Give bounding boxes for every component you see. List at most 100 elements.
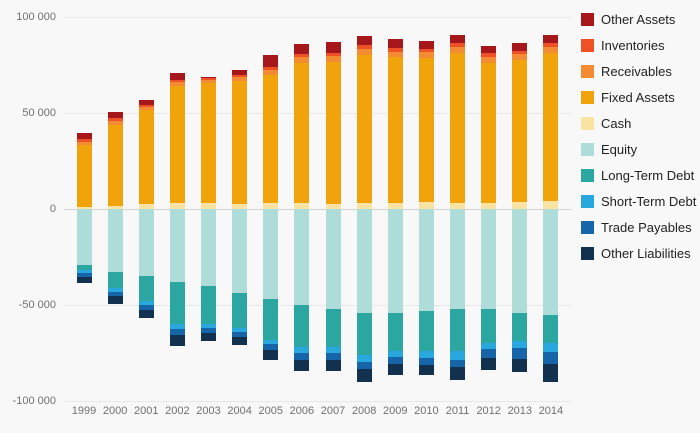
bar-segment-other-assets[interactable] (294, 44, 310, 54)
bar-segment-equity[interactable] (169, 209, 185, 282)
bar-segment-equity[interactable] (481, 209, 497, 309)
bar-segment-inventories[interactable] (76, 139, 92, 142)
bar-segment-cash[interactable] (356, 203, 372, 209)
bar-segment-fixed-assets[interactable] (481, 63, 497, 204)
bar-segment-trade-payables[interactable] (512, 348, 528, 359)
bar-segment-receivables[interactable] (138, 106, 154, 111)
bar-segment-long-term-debt[interactable] (294, 305, 310, 348)
bar-segment-short-term-debt[interactable] (232, 328, 248, 332)
bar-segment-receivables[interactable] (232, 77, 248, 82)
bar-segment-inventories[interactable] (356, 45, 372, 50)
bar-segment-equity[interactable] (325, 209, 341, 309)
bar-segment-receivables[interactable] (201, 79, 217, 84)
bar-segment-cash[interactable] (450, 203, 466, 209)
bar-segment-cash[interactable] (232, 204, 248, 209)
bar-segment-equity[interactable] (76, 209, 92, 265)
bar-segment-inventories[interactable] (387, 48, 403, 52)
bar-segment-long-term-debt[interactable] (387, 312, 403, 352)
bar-segment-other-assets[interactable] (512, 42, 528, 51)
bar-segment-long-term-debt[interactable] (263, 299, 279, 340)
bar-segment-other-liabilities[interactable] (169, 334, 185, 347)
bar-segment-equity[interactable] (201, 209, 217, 286)
bar-segment-receivables[interactable] (169, 81, 185, 87)
bar-segment-trade-payables[interactable] (201, 328, 217, 333)
legend-item-cash[interactable]: Cash (581, 116, 696, 131)
bar-segment-long-term-debt[interactable] (169, 281, 185, 325)
bar-segment-short-term-debt[interactable] (512, 341, 528, 349)
bar-segment-trade-payables[interactable] (76, 273, 92, 278)
legend-item-short-term-debt[interactable]: Short-Term Debt (581, 194, 696, 209)
bar-segment-fixed-assets[interactable] (232, 81, 248, 205)
bar-segment-long-term-debt[interactable] (232, 293, 248, 329)
bar-segment-trade-payables[interactable] (294, 353, 310, 360)
bar-segment-fixed-assets[interactable] (543, 53, 559, 202)
bar-segment-receivables[interactable] (107, 120, 123, 125)
bar-segment-long-term-debt[interactable] (481, 308, 497, 344)
bar-segment-trade-payables[interactable] (450, 359, 466, 368)
bar-segment-receivables[interactable] (356, 49, 372, 56)
bar-segment-trade-payables[interactable] (387, 356, 403, 364)
bar-segment-other-assets[interactable] (418, 41, 434, 49)
bar-segment-other-liabilities[interactable] (450, 367, 466, 380)
bar-segment-other-liabilities[interactable] (418, 364, 434, 376)
bar-segment-equity[interactable] (107, 209, 123, 273)
bar-segment-receivables[interactable] (294, 57, 310, 64)
bar-segment-cash[interactable] (201, 203, 217, 209)
bar-segment-inventories[interactable] (107, 118, 123, 121)
bar-segment-fixed-assets[interactable] (387, 57, 403, 204)
bar-segment-cash[interactable] (294, 203, 310, 209)
legend-item-equity[interactable]: Equity (581, 142, 696, 157)
bar-segment-short-term-debt[interactable] (107, 287, 123, 292)
bar-segment-other-liabilities[interactable] (107, 296, 123, 305)
bar-segment-other-liabilities[interactable] (356, 369, 372, 382)
bar-segment-other-assets[interactable] (387, 39, 403, 49)
legend-item-other-liabilities[interactable]: Other Liabilities (581, 246, 696, 261)
bar-segment-trade-payables[interactable] (356, 361, 372, 370)
bar-segment-fixed-assets[interactable] (294, 63, 310, 204)
bar-segment-inventories[interactable] (263, 66, 279, 70)
bar-segment-short-term-debt[interactable] (138, 301, 154, 305)
bar-segment-inventories[interactable] (201, 78, 217, 80)
bar-segment-other-assets[interactable] (201, 76, 217, 79)
bar-segment-other-assets[interactable] (138, 99, 154, 105)
bar-segment-long-term-debt[interactable] (107, 272, 123, 288)
bar-segment-other-liabilities[interactable] (294, 359, 310, 372)
bar-segment-inventories[interactable] (543, 42, 559, 47)
bar-segment-other-assets[interactable] (76, 132, 92, 140)
bar-segment-short-term-debt[interactable] (201, 324, 217, 329)
bar-segment-short-term-debt[interactable] (325, 347, 341, 353)
bar-segment-trade-payables[interactable] (543, 352, 559, 364)
bar-segment-other-assets[interactable] (325, 42, 341, 53)
bar-segment-trade-payables[interactable] (169, 329, 185, 335)
legend-item-trade-payables[interactable]: Trade Payables (581, 220, 696, 235)
bar-segment-receivables[interactable] (263, 69, 279, 75)
bar-segment-short-term-debt[interactable] (76, 270, 92, 274)
bar-segment-cash[interactable] (418, 202, 434, 209)
bar-segment-other-assets[interactable] (232, 70, 248, 76)
bar-segment-trade-payables[interactable] (481, 349, 497, 358)
legend-item-receivables[interactable]: Receivables (581, 64, 696, 79)
bar-segment-trade-payables[interactable] (107, 291, 123, 297)
bar-segment-receivables[interactable] (76, 141, 92, 146)
bar-segment-fixed-assets[interactable] (418, 58, 434, 203)
bar-segment-fixed-assets[interactable] (512, 60, 528, 203)
legend-item-inventories[interactable]: Inventories (581, 38, 696, 53)
bar-segment-short-term-debt[interactable] (450, 351, 466, 360)
bar-segment-inventories[interactable] (418, 48, 434, 53)
bar-segment-cash[interactable] (543, 201, 559, 209)
bar-segment-inventories[interactable] (512, 50, 528, 55)
bar-segment-fixed-assets[interactable] (263, 74, 279, 204)
bar-segment-short-term-debt[interactable] (169, 324, 185, 329)
bar-segment-short-term-debt[interactable] (356, 354, 372, 362)
bar-segment-equity[interactable] (294, 209, 310, 305)
bar-segment-receivables[interactable] (512, 54, 528, 61)
bar-segment-fixed-assets[interactable] (325, 62, 341, 205)
bar-segment-cash[interactable] (107, 205, 123, 209)
bar-segment-receivables[interactable] (543, 46, 559, 54)
bar-segment-equity[interactable] (138, 209, 154, 277)
bar-segment-receivables[interactable] (325, 56, 341, 63)
bar-segment-long-term-debt[interactable] (138, 276, 154, 302)
bar-segment-equity[interactable] (356, 209, 372, 313)
bar-segment-long-term-debt[interactable] (356, 312, 372, 355)
bar-segment-other-liabilities[interactable] (481, 357, 497, 371)
